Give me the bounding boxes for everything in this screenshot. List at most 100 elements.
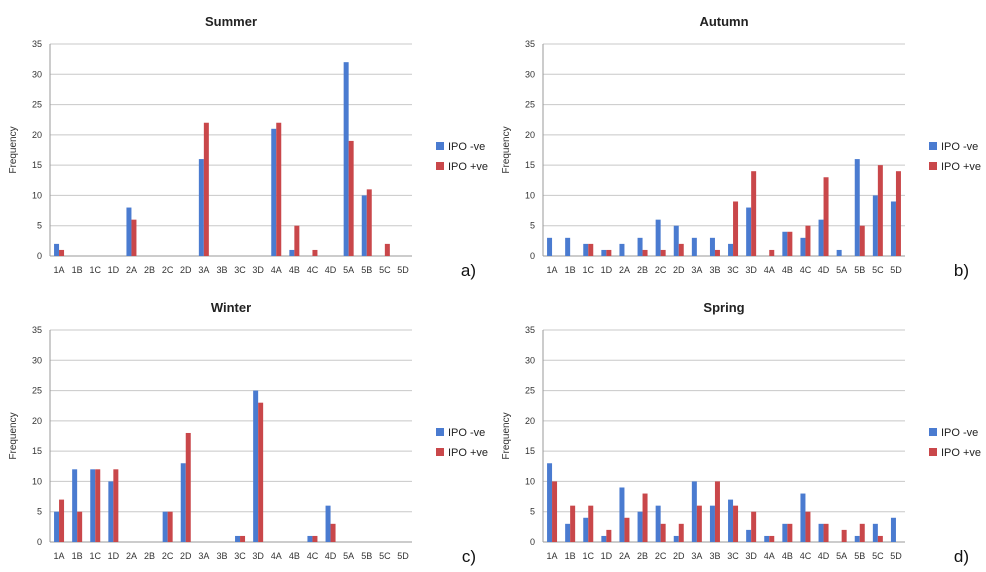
bar-ipo-pos-3c: [733, 505, 739, 542]
legend-swatch-ipo-neg: [929, 428, 937, 436]
bar-ipo-neg-1a: [547, 237, 553, 256]
x-tick-label: 1D: [601, 551, 613, 561]
legend-label-ipo-neg: IPO -ve: [448, 141, 485, 153]
bar-ipo-pos-3a: [203, 122, 209, 256]
x-tick-label: 3D: [252, 551, 264, 561]
x-tick-label: 4A: [271, 265, 282, 275]
bar-ipo-pos-5a: [841, 529, 847, 542]
bar-ipo-pos-4c: [312, 249, 318, 256]
y-tick-label: 25: [32, 100, 42, 110]
bar-ipo-pos-4d: [330, 523, 336, 542]
legend-label-ipo-pos: IPO +ve: [941, 161, 981, 173]
bar-ipo-pos-4a: [276, 122, 282, 256]
x-tick-label: 1A: [54, 551, 65, 561]
panel-label: d): [954, 547, 969, 566]
x-tick-label: 3A: [198, 265, 209, 275]
bar-ipo-pos-1a: [552, 481, 558, 542]
bar-ipo-neg-4d: [818, 523, 824, 542]
bar-ipo-neg-2c: [162, 511, 168, 542]
x-tick-label: 2B: [144, 265, 155, 275]
bar-ipo-neg-1d: [108, 481, 114, 542]
bar-ipo-pos-3b: [714, 481, 720, 542]
x-tick-label: 2D: [180, 551, 192, 561]
x-tick-label: 2C: [162, 551, 174, 561]
y-axis-label: Frequency: [501, 126, 512, 173]
bar-ipo-neg-4a: [764, 535, 770, 542]
bar-ipo-pos-5c: [384, 243, 390, 256]
x-tick-label: 1A: [547, 265, 558, 275]
bar-ipo-neg-2a: [126, 207, 132, 256]
x-tick-label: 5C: [379, 551, 391, 561]
x-tick-label: 5D: [397, 265, 409, 275]
bar-ipo-neg-3c: [235, 535, 241, 542]
bar-ipo-pos-2a: [624, 517, 630, 542]
bar-ipo-pos-2b: [642, 249, 648, 256]
bar-ipo-neg-3a: [691, 481, 697, 542]
bar-ipo-neg-2a: [619, 487, 625, 542]
y-tick-label: 15: [32, 446, 42, 456]
x-tick-label: 3B: [216, 551, 227, 561]
x-tick-label: 1B: [565, 551, 576, 561]
x-tick-label: 3A: [691, 265, 702, 275]
legend-label-ipo-neg: IPO -ve: [941, 427, 978, 439]
bar-ipo-neg-4b: [782, 231, 788, 256]
y-tick-label: 5: [37, 221, 42, 231]
y-tick-label: 20: [32, 130, 42, 140]
bar-ipo-pos-4a: [769, 535, 775, 542]
x-tick-label: 1B: [72, 265, 83, 275]
x-tick-label: 5B: [361, 551, 372, 561]
bar-ipo-pos-2d: [678, 523, 684, 542]
bar-ipo-pos-4a: [769, 249, 775, 256]
y-tick-label: 10: [32, 190, 42, 200]
bar-ipo-neg-1a: [54, 511, 60, 542]
x-tick-label: 5B: [361, 265, 372, 275]
bar-ipo-pos-2c: [660, 249, 666, 256]
y-tick-label: 5: [530, 507, 535, 517]
chart-title: Autumn: [699, 14, 748, 29]
y-tick-label: 30: [32, 355, 42, 365]
legend-swatch-ipo-neg: [436, 142, 444, 150]
bar-ipo-neg-2d: [673, 535, 679, 542]
x-tick-label: 1A: [54, 265, 65, 275]
bar-ipo-pos-5b: [366, 189, 372, 256]
x-tick-label: 4C: [307, 551, 319, 561]
bar-ipo-neg-3c: [728, 499, 734, 542]
bar-ipo-neg-5b: [361, 195, 367, 256]
y-tick-label: 20: [32, 416, 42, 426]
y-tick-label: 0: [530, 537, 535, 547]
x-tick-label: 4B: [289, 551, 300, 561]
bar-ipo-pos-1d: [113, 469, 119, 542]
x-tick-label: 1B: [565, 265, 576, 275]
bar-ipo-neg-4d: [325, 505, 331, 542]
y-tick-label: 25: [32, 386, 42, 396]
y-tick-label: 20: [525, 130, 535, 140]
bar-ipo-pos-1a: [59, 499, 65, 542]
chart-title: Summer: [205, 14, 257, 29]
x-tick-label: 2B: [637, 265, 648, 275]
y-tick-label: 15: [32, 160, 42, 170]
spring-chart: Spring Frequency 0 5 10 15 20 25 30 35 1A 1B 1C 1D 2A 2…: [501, 300, 981, 566]
x-tick-label: 3D: [745, 265, 757, 275]
bar-ipo-pos-4b: [294, 225, 300, 256]
bar-ipo-pos-3c: [240, 535, 246, 542]
x-tick-label: 1C: [582, 265, 594, 275]
bar-ipo-neg-4c: [800, 237, 806, 256]
bar-ipo-neg-5c: [872, 523, 878, 542]
bar-ipo-neg-4a: [271, 128, 277, 256]
x-tick-label: 4B: [782, 551, 793, 561]
bar-ipo-neg-3d: [253, 390, 259, 542]
bar-ipo-neg-1c: [583, 517, 589, 542]
legend-label-ipo-pos: IPO +ve: [448, 447, 488, 459]
bar-ipo-pos-4b: [787, 523, 793, 542]
x-tick-label: 4D: [325, 551, 337, 561]
autumn-chart: Autumn Frequency 0 5 10 15 20 25 30 35 1A 1B 1C 1D 2A 2…: [501, 14, 981, 280]
y-tick-label: 10: [525, 476, 535, 486]
x-tick-label: 3D: [252, 265, 264, 275]
x-tick-label: 2A: [619, 265, 630, 275]
y-tick-label: 5: [530, 221, 535, 231]
x-tick-label: 2A: [619, 551, 630, 561]
bar-ipo-neg-2c: [655, 219, 661, 256]
x-tick-label: 2C: [655, 265, 667, 275]
bar-ipo-pos-4d: [823, 523, 829, 542]
legend-label-ipo-neg: IPO -ve: [448, 427, 485, 439]
